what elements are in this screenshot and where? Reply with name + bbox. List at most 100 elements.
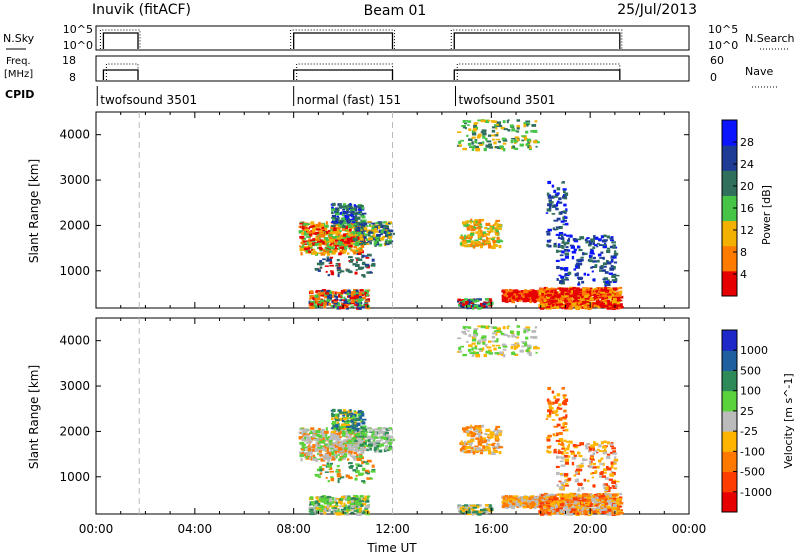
- power-echo-cell-2308: [560, 258, 566, 261]
- velocity-echo-cell-981: [330, 477, 335, 482]
- power-echo-cell-1564: [507, 292, 511, 296]
- power-echo-cell-2132: [550, 289, 554, 294]
- velocity-echo-cell-2243: [576, 465, 581, 468]
- velocity-echo-cell-1544: [524, 505, 527, 509]
- velocity-echo-cell-2312: [598, 450, 603, 453]
- power-echo-cell-397: [352, 232, 358, 236]
- power-echo-cell-557: [352, 209, 355, 212]
- power-echo-cell-1181: [478, 233, 483, 236]
- velocity-echo-cell-1907: [615, 510, 621, 513]
- velocity-echo-cell-1134: [474, 445, 479, 448]
- power-echo-cell-2166: [567, 298, 572, 302]
- power-echo-cell-2538: [459, 304, 463, 308]
- power-echo-cell-590: [333, 294, 337, 296]
- velocity-echo-cell-1252: [466, 340, 469, 343]
- power-echo-cell-456: [351, 218, 356, 221]
- velocity-echo-cell-2208: [564, 485, 569, 487]
- power-echo-cell-2143: [599, 304, 602, 308]
- power-echo-cell-2412: [562, 216, 565, 220]
- power-echo-cell-2207: [556, 278, 559, 281]
- power-echo-cell-2211: [583, 252, 588, 255]
- velocity-echo-cell-709: [326, 496, 330, 499]
- power-echo-cell-1033: [357, 266, 363, 270]
- velocity-echo-cell-1057: [479, 451, 484, 455]
- power-echo-cell-1570: [511, 296, 516, 300]
- power-echo-cell-1046: [326, 258, 332, 262]
- velocity-echo-cell-1946: [607, 511, 612, 514]
- power-echo-cell-2300: [577, 263, 580, 268]
- velocity-echo-cell-1207: [491, 445, 497, 448]
- power-echo-cell-1036: [329, 264, 334, 267]
- power-echo-cell-1017: [316, 262, 320, 266]
- power-echo-cell-1066: [490, 224, 493, 227]
- velocity-echo-cell-1122: [464, 440, 467, 443]
- velocity-echo-cell-2186: [607, 508, 612, 512]
- noise-right-label: N.Search: [745, 32, 795, 45]
- velocity-echo-cell-396: [322, 455, 326, 458]
- power-echo-cell-2362: [580, 258, 584, 262]
- velocity-echo-cell-2156: [581, 499, 587, 502]
- velocity-echo-cell-1842: [595, 506, 601, 510]
- velocity-echo-cell-963: [373, 436, 379, 439]
- velocity-echo-cell-1940: [575, 493, 580, 497]
- velocity-echo-cell-340: [339, 445, 345, 449]
- power-echo-cell-2128: [564, 292, 570, 296]
- velocity-echo-cell-757: [320, 499, 325, 503]
- velocity-echo-cell-1338: [471, 336, 476, 339]
- power-echo-cell-933: [377, 238, 382, 242]
- velocity-echo-cell-911: [376, 448, 380, 452]
- velocity-echo-cell-695: [345, 512, 349, 516]
- velocity-echo-cell-214: [335, 440, 339, 443]
- power-echo-cell-2067: [588, 306, 591, 309]
- power-echo-cell-750: [344, 291, 347, 294]
- power-echo-cell-2053: [611, 304, 616, 309]
- power-echo-cell-258: [324, 224, 329, 228]
- velocity-echo-cell-1506: [514, 497, 519, 501]
- velocity-echo-cell-2182: [606, 499, 612, 502]
- power-echo-cell-749: [333, 299, 339, 302]
- power-echo-cell-1215: [516, 124, 520, 128]
- power-echo-cell-779: [364, 304, 369, 306]
- power-echo-cell-1267: [487, 119, 491, 122]
- velocity-echo-cell-816: [326, 504, 330, 508]
- power-echo-cell-953: [376, 233, 381, 237]
- velocity-echo-cell-89: [333, 448, 339, 452]
- velocity-echo-cell-2035: [584, 502, 588, 505]
- velocity-echo-cell-778: [327, 502, 332, 506]
- power-echo-cell-1144: [473, 228, 477, 231]
- velocity-echo-cell-930: [358, 449, 363, 452]
- power-echo-cell-1213: [484, 119, 490, 124]
- power-echo-cell-905: [365, 225, 369, 227]
- power-echo-cell-2377: [609, 237, 614, 240]
- power-echo-cell-1152: [475, 222, 480, 225]
- velocity-echo-cell-922: [383, 436, 387, 440]
- power-echo-cell-1560: [513, 293, 516, 296]
- velocity-echo-cell-1833: [593, 501, 599, 504]
- velocity-echo-cell-1100: [461, 449, 464, 451]
- velocity-echo-cell-339: [304, 439, 309, 442]
- velocity-echo-cell-1151: [495, 446, 500, 449]
- velocity-echo-cell-1923: [543, 509, 549, 513]
- power-echo-cell-2354: [606, 235, 611, 239]
- velocity-echo-cell-422: [347, 417, 352, 419]
- velocity-echo-cell-2115: [593, 493, 598, 496]
- velocity-echo-cell-90: [345, 446, 351, 451]
- velocity-echo-cell-1950: [612, 497, 617, 501]
- power-echo-cell-1252: [466, 134, 469, 137]
- power-echo-cell-2404: [547, 180, 552, 185]
- power-echo-cell-2074: [559, 293, 562, 296]
- velocity-echo-cell-1619: [605, 498, 610, 502]
- power-echo-cell-2232: [567, 249, 571, 252]
- velocity-echo-cell-1935: [584, 506, 589, 509]
- velocity-echo-cell-2226: [573, 474, 577, 477]
- velocity-echo-cell-2299: [560, 481, 565, 485]
- power-echo-cell-421: [331, 207, 336, 212]
- velocity-echo-cell-1849: [592, 510, 595, 513]
- velocity-echo-cell-307: [334, 451, 340, 453]
- power-echo-cell-995: [314, 267, 319, 270]
- power-echo-cell-1484: [509, 292, 514, 296]
- power-echo-cell-1571: [530, 295, 536, 299]
- power-echo-cell-2154: [608, 291, 613, 294]
- velocity-echo-cell-238: [309, 451, 313, 455]
